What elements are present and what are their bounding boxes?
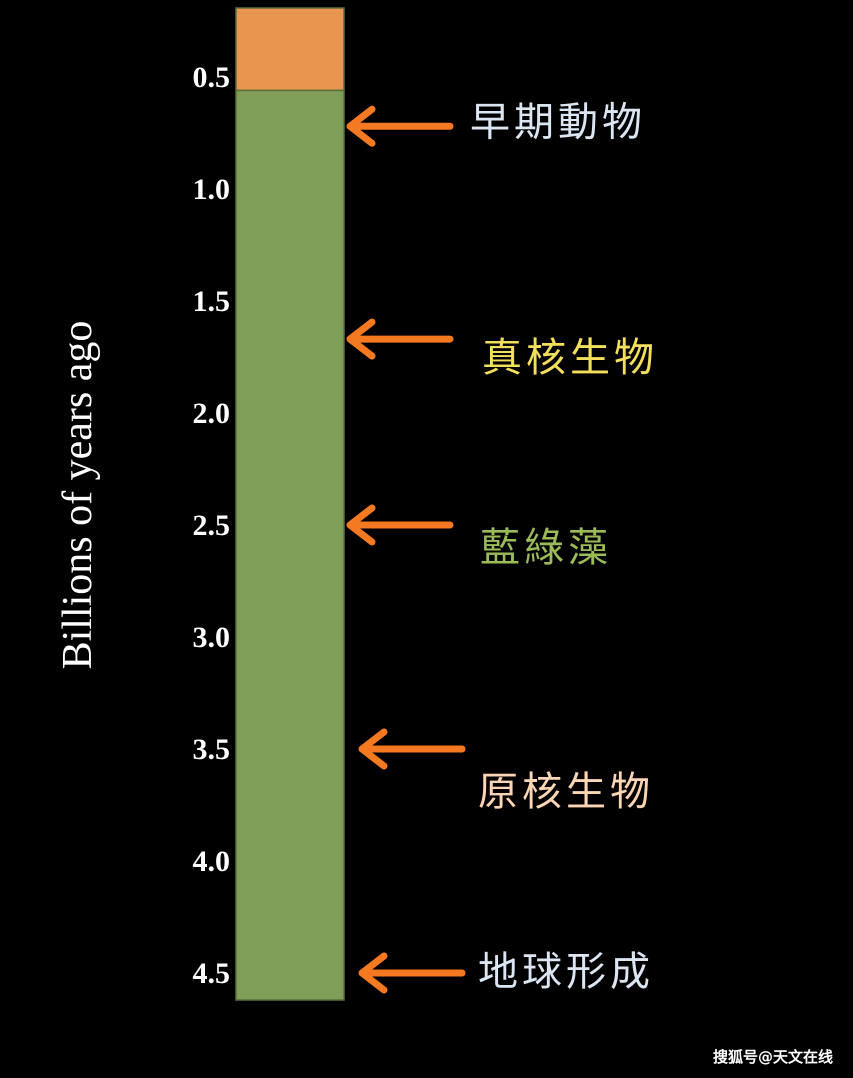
arrow-icon [346, 105, 454, 147]
tick-label: 4.0 [193, 845, 231, 878]
tick-label: 0.5 [193, 61, 231, 94]
event-label: 地球形成 [478, 949, 654, 995]
bar-segment [235, 89, 345, 1001]
watermark: 搜狐号@天文在线 [712, 1048, 833, 1066]
tick-label: 1.5 [193, 285, 231, 318]
arrow-icon [358, 728, 466, 770]
tick-label: 4.5 [193, 957, 231, 990]
event-label: 真核生物 [482, 335, 658, 381]
tick-label: 2.0 [193, 397, 231, 430]
arrow-icon [358, 952, 466, 994]
tick-label: 3.0 [193, 621, 231, 654]
event-label: 藍綠藻 [480, 525, 612, 571]
tick-label: 2.5 [193, 509, 231, 542]
event-label: 原核生物 [478, 769, 654, 815]
bar-segment [235, 7, 345, 92]
tick-label: 1.0 [193, 173, 231, 206]
tick-label: 3.5 [193, 733, 231, 766]
arrow-icon [346, 504, 454, 546]
event-label: 早期動物 [470, 99, 646, 145]
arrow-icon [346, 318, 454, 360]
y-axis-label: Billions of years ago [55, 320, 101, 670]
